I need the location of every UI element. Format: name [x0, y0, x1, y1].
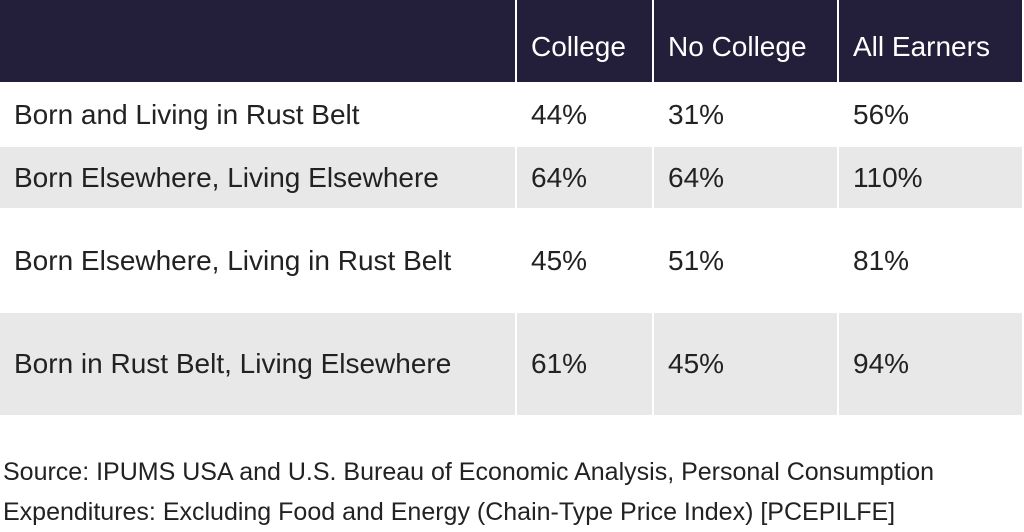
table-cell: 31% [668, 98, 725, 130]
column-header: All Earners [839, 0, 1022, 82]
table-cell: 51% [668, 244, 725, 276]
table-cell: 64% [517, 147, 652, 208]
row-label: Born in Rust Belt, Living Elsewhere [0, 313, 515, 415]
source-note: Source: IPUMS USA and U.S. Bureau of Eco… [3, 458, 935, 526]
column-header: No College [654, 0, 837, 82]
table-cell: 81% [853, 244, 910, 276]
table-cell: 110% [839, 147, 1022, 208]
table-cell: 64% [654, 147, 837, 208]
table-cell: 61% [517, 313, 652, 415]
row-label: Born and Living in Rust Belt [14, 98, 360, 130]
row-label: Born Elsewhere, Living in Rust Belt [14, 244, 452, 276]
table-cell: 56% [853, 98, 910, 130]
row-label: Born Elsewhere, Living Elsewhere [0, 147, 515, 208]
table-cell: 94% [839, 313, 1022, 415]
column-header: College [517, 0, 652, 82]
table-cell: 45% [531, 244, 588, 276]
table-cell: 44% [531, 98, 588, 130]
data-table: College No College All Earners Born and … [0, 0, 1022, 415]
header-blank [0, 0, 515, 82]
table-cell: 45% [654, 313, 837, 415]
